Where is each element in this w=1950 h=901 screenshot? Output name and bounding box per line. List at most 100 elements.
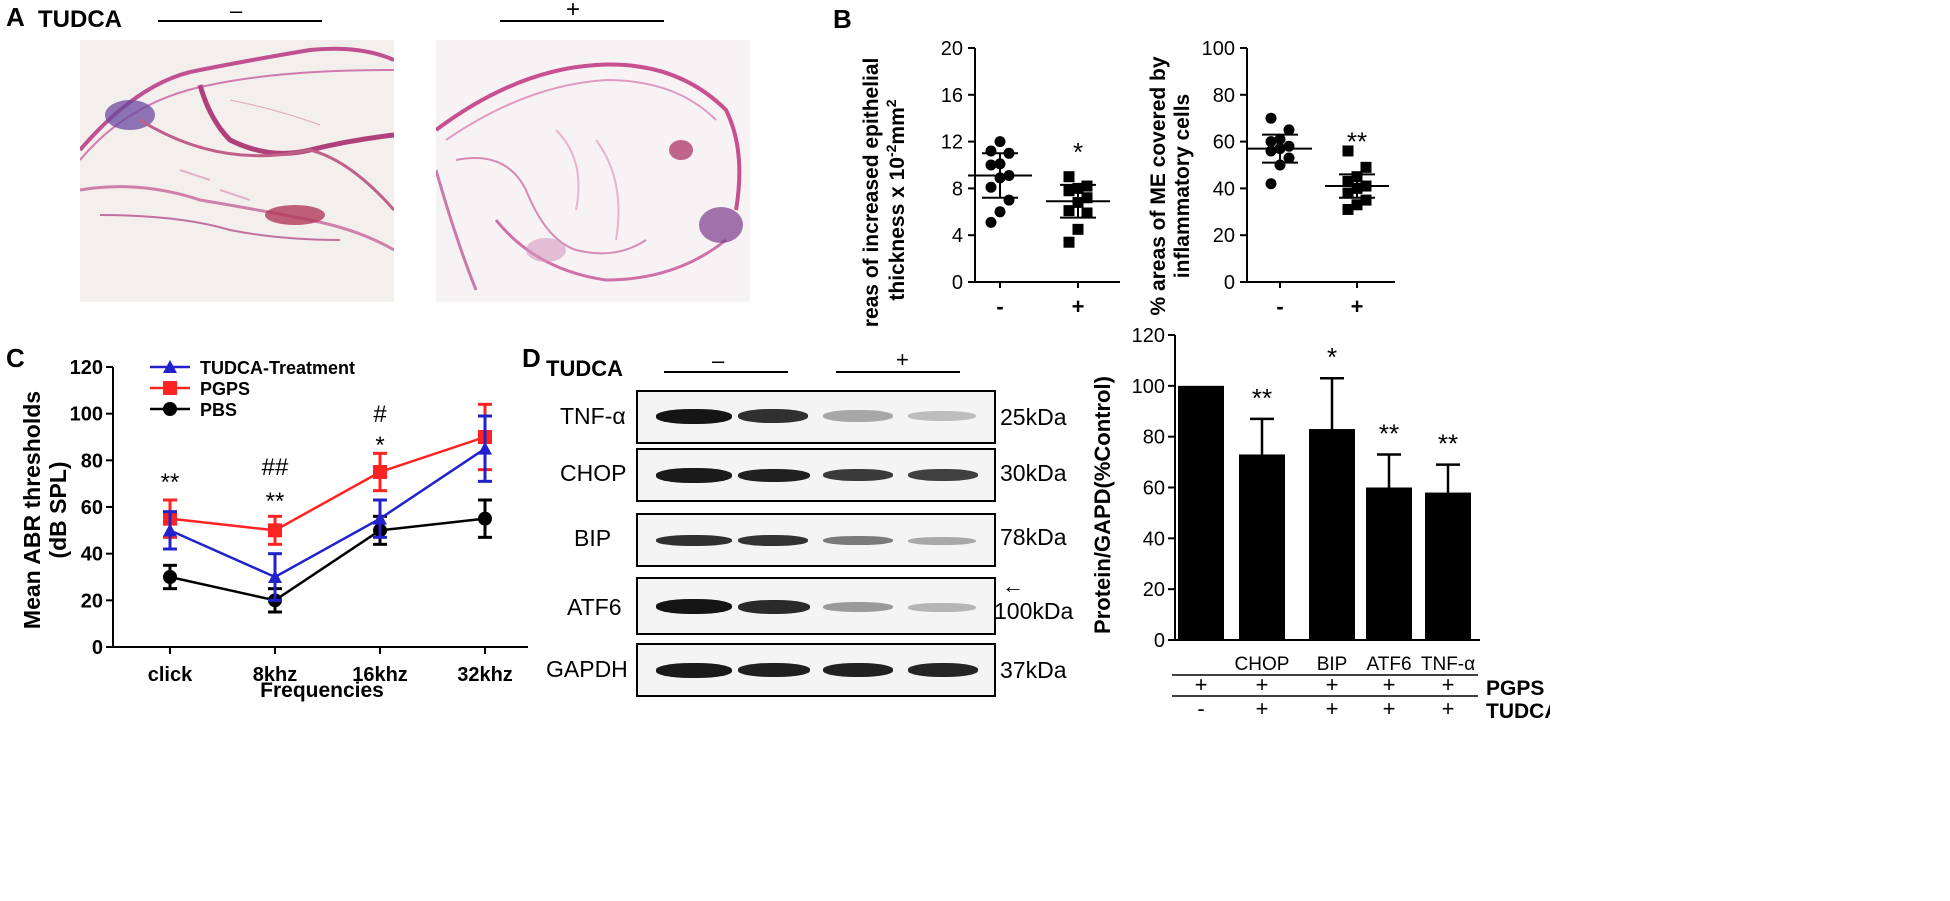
c-ylabel-line1: Mean ABR thresholds <box>19 391 45 629</box>
b-right-point-minus <box>1265 178 1277 190</box>
b-left-point-minus <box>994 206 1006 218</box>
tudca-label-d: TUDCA <box>546 356 623 381</box>
panel-d-label: D <box>522 343 541 373</box>
blot-kda-gapdh: 37kDa <box>1000 657 1067 683</box>
b-right-xtick-label: - <box>1276 294 1283 319</box>
d-row-label-tudca: TUDCA <box>1486 700 1550 723</box>
group-minus-label-d: – <box>712 348 725 373</box>
b-right-point-plus <box>1351 199 1363 211</box>
d-bar <box>1425 492 1471 640</box>
chart-b-left: 0 4 8 12 16 20 - + * Areas of increased epitheli… <box>860 38 1120 328</box>
b-right-point-minus <box>1283 140 1295 152</box>
b-right-point-minus <box>1265 112 1277 124</box>
b-left-point-plus <box>1063 205 1075 217</box>
b-left-ylabel-line1: Areas of increased epithelial <box>860 58 883 328</box>
b-left-ytick-label: 4 <box>952 225 963 247</box>
b-right-ytick-label: 20 <box>1213 225 1235 247</box>
d-ylabel: Protein/GAPD(%Control) <box>1090 376 1115 634</box>
b-left-point-plus <box>1072 223 1084 235</box>
b-left-point-plus <box>1063 185 1075 197</box>
b-left-point-plus <box>1063 236 1075 248</box>
d-ytick-label: 100 <box>1132 376 1165 398</box>
blot-label-bip: BIP <box>574 525 612 551</box>
blot-bip <box>636 513 996 567</box>
b-left-xtick-label: + <box>1072 294 1085 319</box>
b-left-point-minus <box>985 145 997 157</box>
c-series-line <box>169 517 486 602</box>
c-annotation-16khz-star: * <box>375 432 384 459</box>
b-right-ylabel-line2: inflammatory cells <box>1171 94 1194 278</box>
d-ytick-label: 120 <box>1132 325 1165 347</box>
c-xtick-label: click <box>148 664 193 686</box>
d-tudca-sign: - <box>1197 696 1204 721</box>
b-right-point-minus <box>1265 136 1277 148</box>
panel-c-label: C <box>6 343 25 373</box>
group-plus-line-a <box>500 20 664 22</box>
b-left-point-plus <box>1081 192 1093 204</box>
b-right-ylabel-line1: % areas of ME covered by <box>1147 56 1170 315</box>
d-tudca-sign: + <box>1442 696 1455 721</box>
d-significance: ** <box>1438 429 1458 459</box>
d-ytick-label: 60 <box>1143 478 1165 500</box>
b-left-ytick-label: 8 <box>952 178 963 200</box>
d-pgps-sign: + <box>1383 672 1396 697</box>
tudca-label-a: TUDCA <box>38 6 122 33</box>
b-left-point-plus <box>1063 171 1075 183</box>
group-plus-label-d: + <box>896 347 909 372</box>
arrow-icon: ← <box>1002 573 1024 598</box>
d-ytick-label: 80 <box>1143 427 1165 449</box>
d-bar <box>1366 487 1412 640</box>
c-ytick-label: 20 <box>81 590 103 612</box>
d-xtick-label: CHOP <box>1235 654 1290 675</box>
c-point-square <box>373 465 387 479</box>
b-right-point-plus <box>1342 175 1354 187</box>
b-left-point-minus <box>1003 194 1015 206</box>
c-series-line <box>169 447 486 579</box>
c-xtick-label: 8khz <box>253 664 297 686</box>
blot-chop <box>636 448 996 502</box>
blot-label-tnf: TNF-α <box>560 403 626 429</box>
group-minus-line-a <box>158 20 322 22</box>
blot-kda-bip: 78kDa <box>1000 524 1067 550</box>
d-row-label-pgps: PGPS <box>1486 677 1544 700</box>
d-pgps-sign: + <box>1256 672 1269 697</box>
c-xtick-label: 16khz <box>352 664 408 686</box>
b-right-point-minus <box>1283 124 1295 136</box>
blot-label-gapdh: GAPDH <box>546 656 628 682</box>
chart-d-bar: 020406080100120+-**CHOP++*BIP++**ATF6++*… <box>1090 325 1550 723</box>
d-bar <box>1178 385 1224 640</box>
c-legend-marker <box>163 360 177 373</box>
blot-label-chop: CHOP <box>560 460 627 486</box>
d-tudca-sign: + <box>1326 696 1339 721</box>
b-left-point-minus <box>994 136 1006 148</box>
b-right-point-minus <box>1283 152 1295 164</box>
b-right-xtick-label: + <box>1351 294 1364 319</box>
d-bar <box>1309 429 1355 640</box>
c-legend-marker <box>163 402 177 416</box>
b-left-ylabel-line2: thickness x 10-2mm2 <box>883 99 909 300</box>
b-left-point-minus <box>985 216 997 228</box>
b-left-point-plus <box>1081 180 1093 192</box>
b-right-point-plus <box>1342 145 1354 157</box>
d-bar <box>1239 454 1285 640</box>
chart-b-right: 0 20 40 60 80 100 - + ** % areas of ME covered b… <box>1147 38 1395 319</box>
c-ytick-label: 60 <box>81 497 103 519</box>
d-significance: * <box>1327 342 1337 372</box>
blot-label-atf6: ATF6 <box>567 594 622 620</box>
c-point-circle <box>163 570 177 584</box>
c-ytick-label: 0 <box>92 637 103 659</box>
histology-image-tudca <box>436 40 750 302</box>
d-ytick-label: 20 <box>1143 579 1165 601</box>
c-ytick-label: 120 <box>70 357 103 379</box>
b-left-point-plus <box>1081 207 1093 219</box>
b-right-ytick-label: 40 <box>1213 178 1235 200</box>
b-left-ytick-label: 12 <box>941 132 963 154</box>
c-annotation-8khz-hash: ## <box>262 454 289 481</box>
c-xlabel: Frequencies <box>260 679 384 702</box>
b-left-xtick-label: - <box>996 294 1003 319</box>
group-plus-label-a: + <box>566 0 581 23</box>
group-minus-label-a: – <box>230 0 243 23</box>
c-ytick-label: 100 <box>70 404 103 426</box>
b-right-point-plus <box>1360 194 1372 206</box>
c-point-square <box>268 523 282 538</box>
